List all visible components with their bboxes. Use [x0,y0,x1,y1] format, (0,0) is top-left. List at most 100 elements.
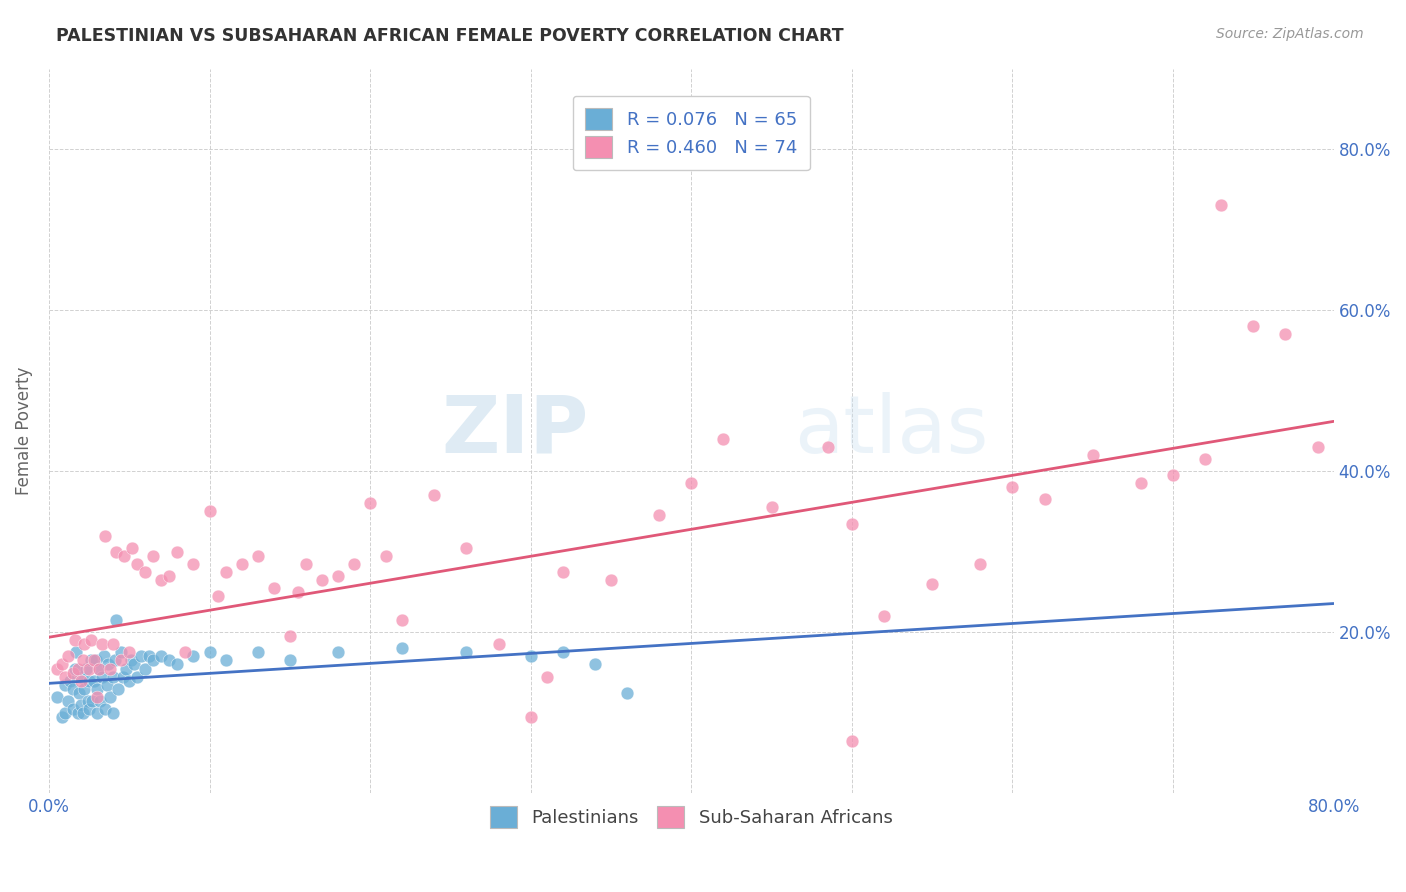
Point [488,637,510,651]
Point [66,706,89,720]
Point [87,661,110,675]
Point [1211,198,1233,212]
Point [86,706,108,720]
Point [77,673,100,688]
Point [118,645,141,659]
Point [583,657,606,672]
Point [231,557,253,571]
Point [841,516,863,531]
Point [841,734,863,748]
Point [1306,440,1329,454]
Point [157,653,180,667]
Legend: Palestinians, Sub-Saharan Africans: Palestinians, Sub-Saharan Africans [482,798,900,835]
Point [326,645,349,659]
Point [817,440,839,454]
Point [1274,327,1296,342]
Point [94,528,117,542]
Point [166,545,188,559]
Point [62,681,84,696]
Point [278,629,301,643]
Point [115,661,138,675]
Point [127,557,149,571]
Point [142,549,165,563]
Point [63,633,86,648]
Point [53,706,76,720]
Point [107,681,129,696]
Point [53,669,76,683]
Point [214,565,236,579]
Point [69,686,91,700]
Point [118,673,141,688]
Point [110,645,132,659]
Point [96,678,118,692]
Point [53,678,76,692]
Point [66,661,89,675]
Point [111,669,134,683]
Point [969,557,991,571]
Point [713,432,735,446]
Point [1161,468,1184,483]
Point [105,545,128,559]
Point [183,649,205,664]
Point [46,690,69,704]
Point [246,549,269,563]
Point [86,690,108,704]
Point [198,504,221,518]
Point [536,669,558,683]
Point [1129,476,1152,491]
Text: Source: ZipAtlas.com: Source: ZipAtlas.com [1216,27,1364,41]
Point [1194,452,1216,467]
Point [94,702,117,716]
Point [519,649,541,664]
Text: ZIP: ZIP [441,392,589,470]
Point [104,653,127,667]
Point [246,645,269,659]
Point [70,673,93,688]
Point [83,653,105,667]
Point [648,508,671,523]
Point [76,694,98,708]
Point [65,645,87,659]
Point [84,653,107,667]
Text: atlas: atlas [794,392,988,470]
Point [58,694,80,708]
Point [1001,480,1024,494]
Point [120,653,142,667]
Point [207,589,229,603]
Point [616,686,638,700]
Point [456,645,478,659]
Point [105,613,128,627]
Point [70,669,93,683]
Point [59,673,82,688]
Point [73,681,96,696]
Point [761,500,783,515]
Point [51,657,73,672]
Point [93,649,115,664]
Point [80,653,103,667]
Point [91,669,114,683]
Point [77,661,100,675]
Point [214,653,236,667]
Point [122,657,145,672]
Point [72,706,94,720]
Point [174,645,197,659]
Point [75,661,97,675]
Point [97,657,120,672]
Point [551,645,574,659]
Point [375,549,398,563]
Point [287,585,309,599]
Point [921,577,943,591]
Point [103,669,125,683]
Point [295,557,318,571]
Point [278,653,301,667]
Point [391,613,413,627]
Point [83,673,105,688]
Point [142,653,165,667]
Text: PALESTINIAN VS SUBSAHARAN AFRICAN FEMALE POVERTY CORRELATION CHART: PALESTINIAN VS SUBSAHARAN AFRICAN FEMALE… [56,27,844,45]
Point [103,706,125,720]
Point [51,710,73,724]
Point [134,661,156,675]
Point [1081,448,1104,462]
Point [150,649,173,664]
Point [263,581,285,595]
